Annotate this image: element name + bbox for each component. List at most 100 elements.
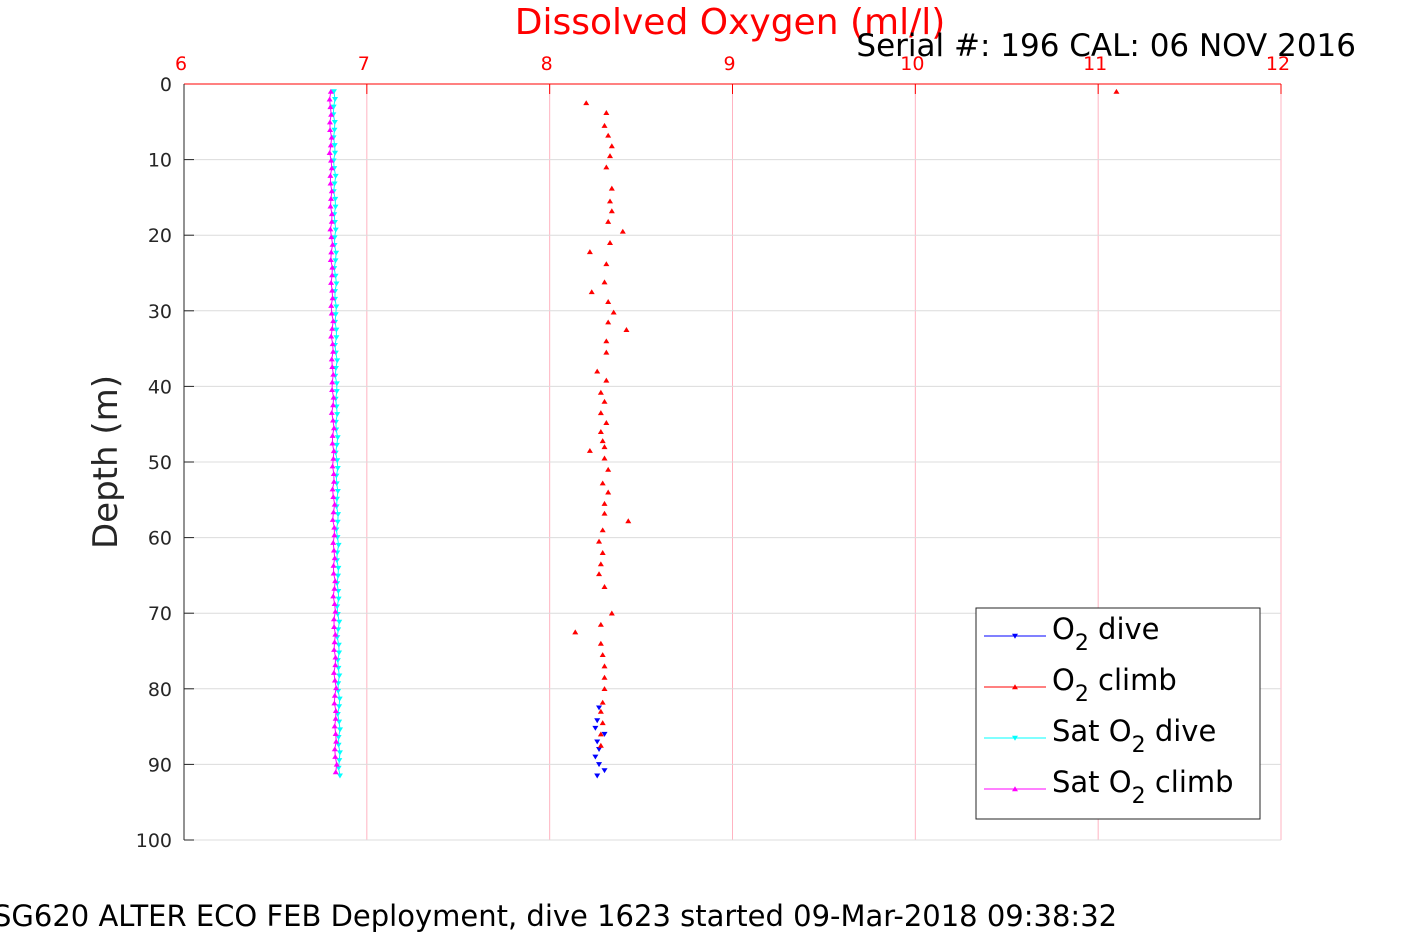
data-point (328, 279, 335, 285)
data-point (601, 686, 608, 692)
data-point (597, 561, 604, 567)
data-point (330, 394, 337, 400)
data-point (331, 181, 338, 187)
data-point (329, 417, 336, 423)
data-point (327, 142, 334, 148)
data-point (601, 398, 608, 404)
data-point (592, 754, 599, 760)
data-point (601, 444, 608, 450)
data-point (330, 425, 337, 431)
data-point (331, 235, 338, 241)
data-point (336, 758, 343, 764)
data-point (328, 234, 335, 240)
legend-label-suffix: climb (1089, 663, 1177, 697)
data-point (336, 696, 343, 702)
data-point (330, 593, 337, 599)
data-point (596, 705, 603, 711)
data-point (594, 718, 601, 724)
data-point (601, 279, 608, 285)
data-point (330, 89, 337, 95)
data-point (330, 669, 337, 675)
data-point (329, 486, 336, 492)
data-point (331, 677, 338, 683)
data-point (331, 501, 338, 507)
data-point (608, 610, 615, 616)
data-point (332, 715, 339, 721)
data-point (333, 738, 340, 744)
data-point (603, 338, 610, 344)
data-point (583, 100, 590, 106)
data-point (603, 349, 610, 355)
data-point (331, 746, 338, 752)
data-point (586, 447, 593, 453)
data-point (328, 249, 335, 255)
data-point (331, 639, 338, 645)
data-point (328, 157, 335, 163)
data-point (601, 500, 608, 506)
data-point (329, 272, 336, 278)
legend-marker (1012, 786, 1018, 792)
data-point (596, 571, 603, 577)
data-point (330, 455, 337, 461)
data-point (328, 218, 335, 224)
data-point (594, 739, 601, 745)
data-point (329, 341, 336, 347)
data-point (597, 410, 604, 416)
data-point (605, 489, 612, 495)
data-point (333, 250, 340, 256)
data-point (335, 512, 342, 518)
data-point (607, 240, 614, 246)
data-point (332, 204, 339, 210)
legend-label: Sat O2 dive (1052, 714, 1216, 758)
legend-label: O2 dive (1052, 612, 1160, 656)
data-point (599, 438, 606, 444)
data-point (334, 358, 341, 364)
data-point (333, 327, 340, 333)
data-point (597, 731, 604, 737)
legend-marker (1012, 735, 1018, 741)
data-point (330, 616, 337, 622)
data-point (327, 203, 334, 209)
data-point (330, 494, 337, 499)
data-point (336, 773, 343, 779)
series-1 (572, 88, 1120, 748)
data-point (333, 381, 340, 387)
data-point (331, 555, 338, 561)
legend-label-suffix: climb (1146, 765, 1234, 799)
data-point (328, 310, 335, 316)
data-point (330, 539, 337, 545)
y-tick-label: 40 (148, 376, 172, 398)
data-point (329, 463, 336, 469)
data-point (331, 524, 338, 530)
data-point (601, 768, 608, 774)
data-point (335, 565, 342, 571)
series-3 (326, 88, 340, 775)
data-point (327, 180, 334, 186)
data-point (333, 304, 340, 310)
series-2 (330, 89, 344, 779)
data-point (326, 119, 333, 125)
data-point (336, 719, 343, 725)
data-point (328, 134, 335, 140)
data-point (330, 448, 337, 454)
y-tick-label: 80 (148, 679, 172, 701)
data-point (335, 542, 342, 548)
data-series (326, 88, 1120, 779)
data-point (328, 165, 335, 171)
data-point (330, 570, 337, 576)
data-point (601, 584, 608, 589)
data-point (331, 646, 338, 652)
data-point (332, 662, 339, 668)
y-tick-label: 0 (160, 74, 172, 96)
data-point (605, 299, 612, 304)
data-point (605, 466, 612, 472)
data-point (331, 585, 338, 591)
data-point (332, 708, 339, 714)
legend-marker (1012, 684, 1018, 690)
data-point (337, 727, 344, 733)
y-tick-label: 90 (148, 754, 172, 776)
data-point (331, 692, 338, 698)
data-point (327, 226, 334, 232)
data-point (330, 509, 337, 515)
data-point (329, 325, 336, 331)
